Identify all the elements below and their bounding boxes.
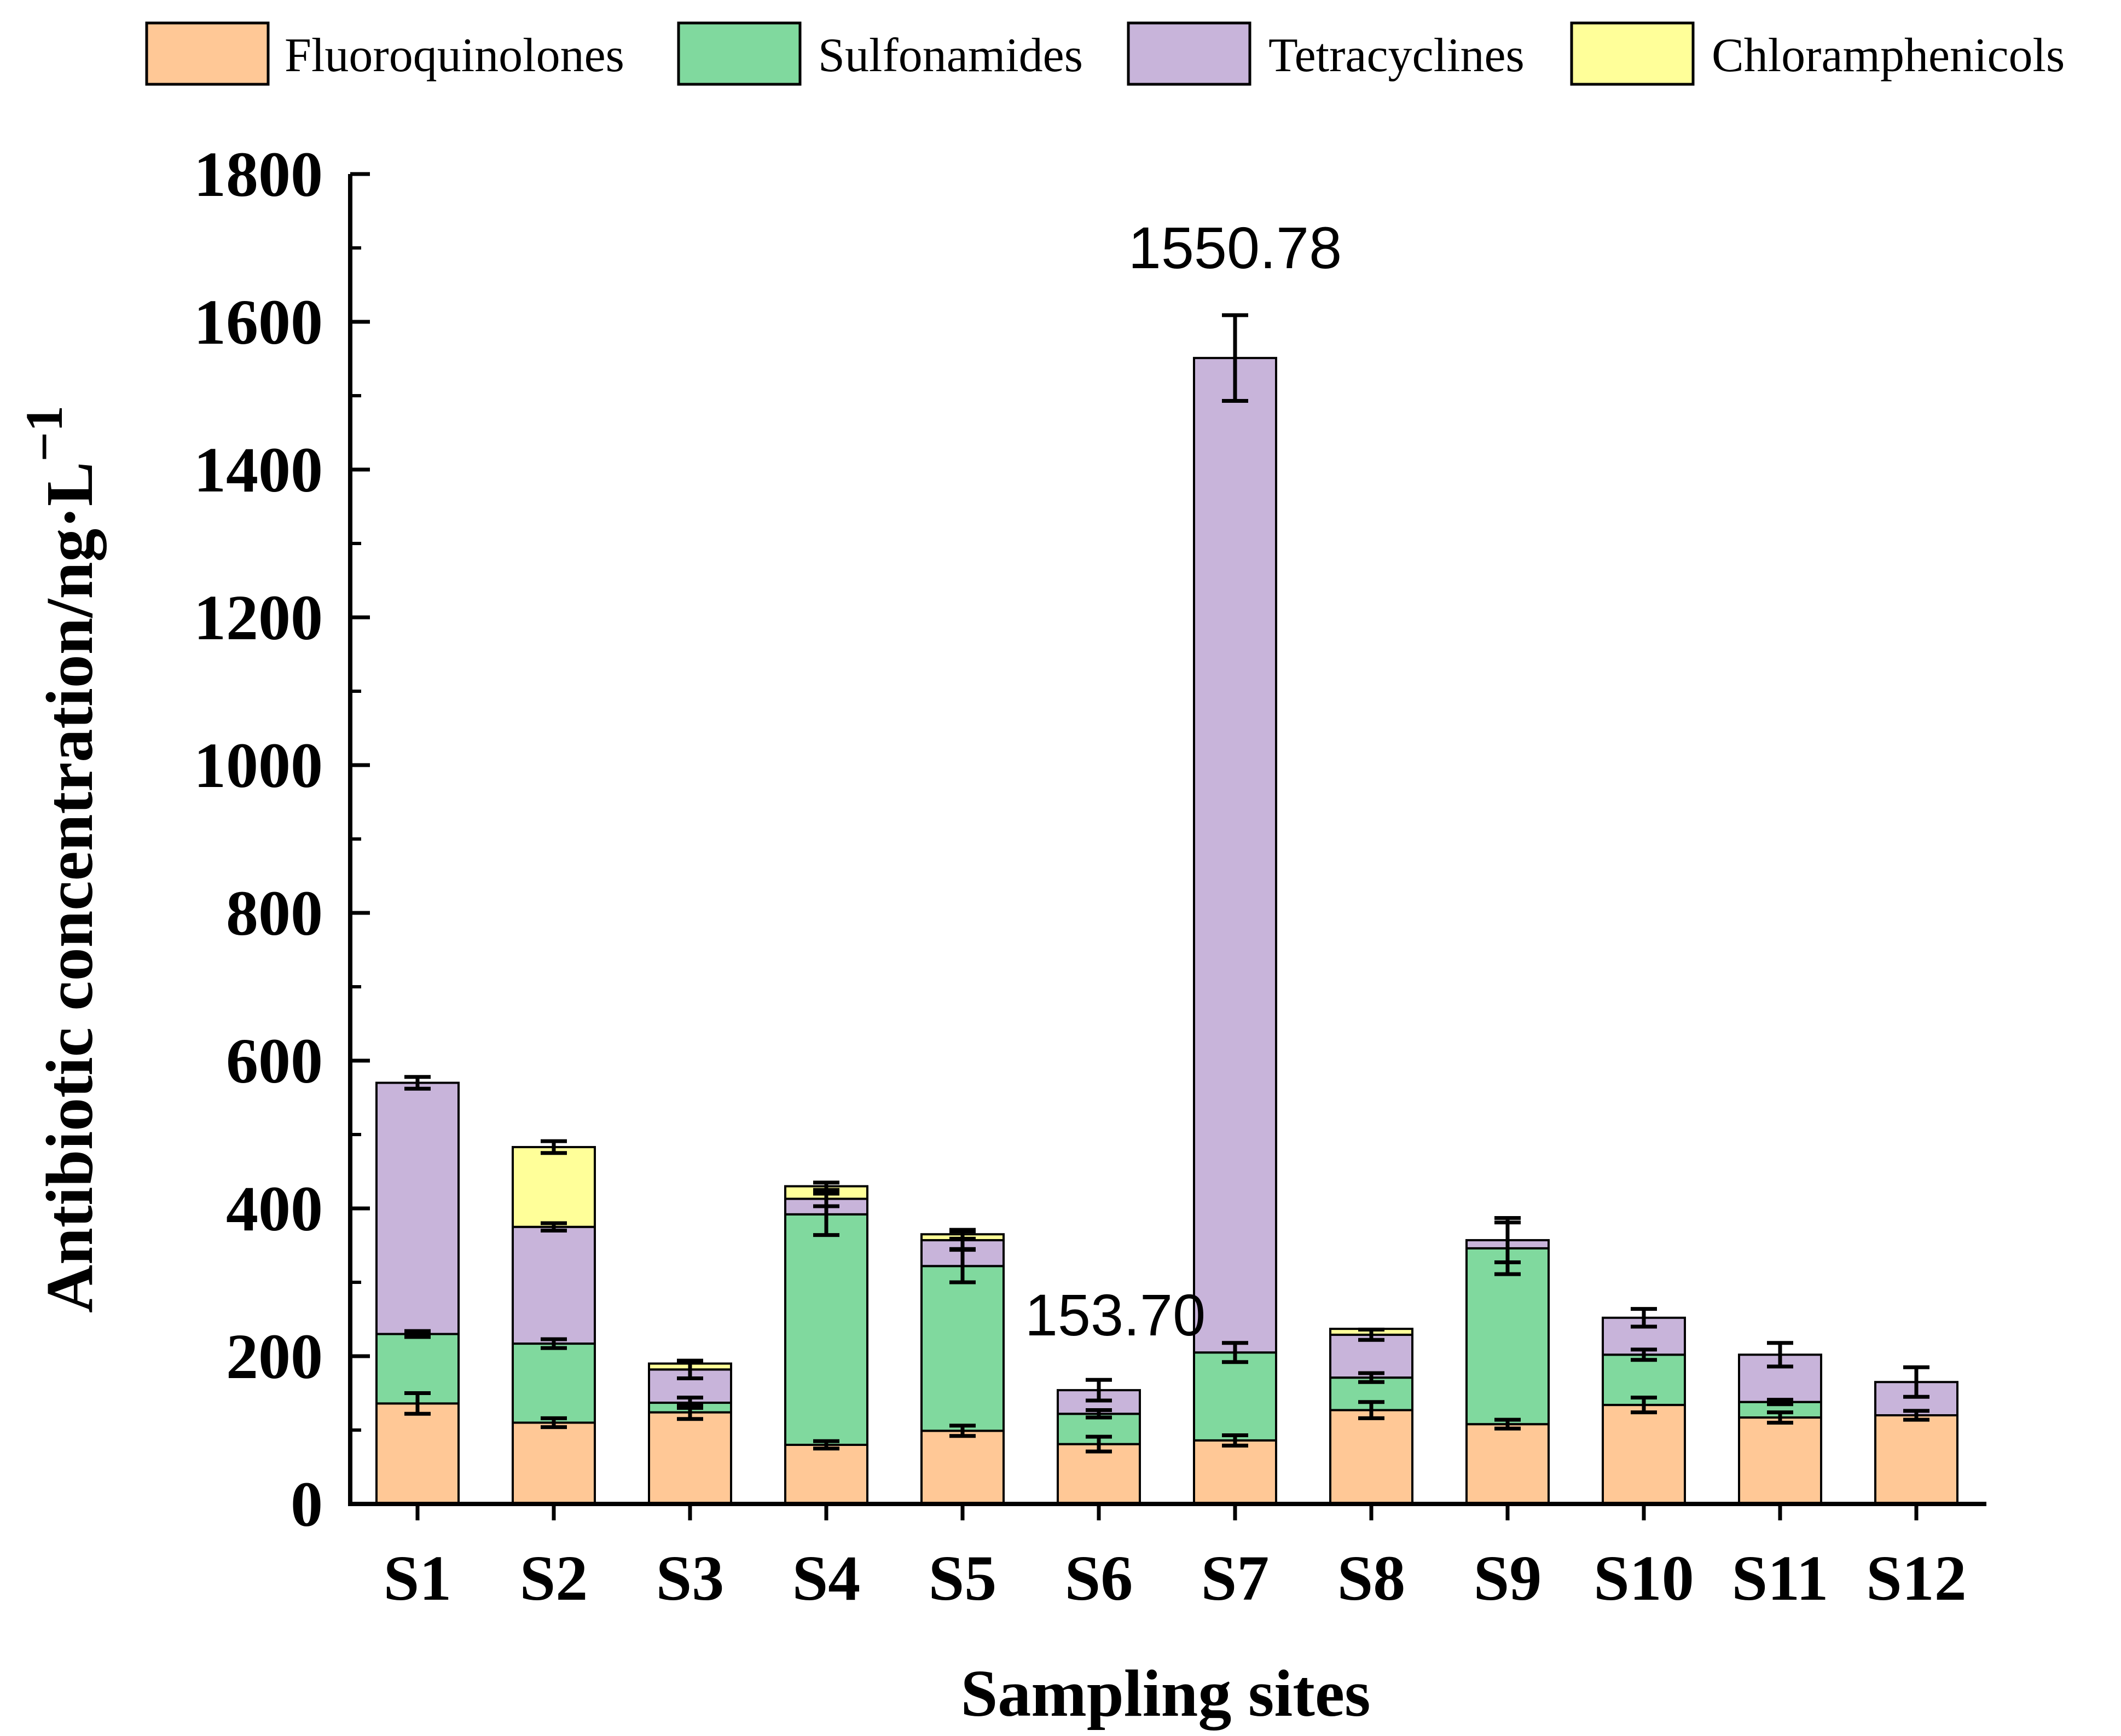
legend-label-tetracyclines: Tetracyclines [1268, 29, 1525, 82]
y-tick-label: 200 [226, 1321, 323, 1392]
y-ticks: 0 200 400 600 800 1000 1200 1400 1600 1800 [194, 138, 370, 1540]
bar-s1-tetracyclines [375, 1081, 460, 1335]
bar-s8-fluoroquinolones [1329, 1409, 1413, 1506]
x-tick-label: S10 [1593, 1542, 1694, 1614]
bar-s11-fluoroquinolones [1738, 1416, 1822, 1506]
y-axis-title-superscript: −1 [15, 406, 73, 462]
annotation-s7: 1550.78 [1128, 215, 1342, 281]
error-bars [404, 313, 1929, 1454]
legend-swatch-sulfonamides [677, 21, 802, 86]
x-tick-label: S9 [1474, 1542, 1542, 1614]
legend-swatch-chloramphenicols [1570, 21, 1695, 86]
x-tick-label: S1 [384, 1542, 452, 1614]
bar-s10-fluoroquinolones [1602, 1404, 1686, 1506]
legend-label-chloramphenicols: Chloramphenicols [1712, 29, 2065, 82]
bar-s12-fluoroquinolones [1874, 1414, 1958, 1505]
x-tick-label: S8 [1337, 1542, 1406, 1614]
x-tick-label: S5 [929, 1542, 997, 1614]
legend-swatch-fluoroquinolones [145, 21, 270, 86]
x-tick-label: S12 [1866, 1542, 1967, 1614]
bar-s4-sulfonamides [784, 1213, 868, 1446]
legend-swatch-tetracyclines [1127, 21, 1251, 86]
y-axis-title: Antibiotic concentration/ng·L−1 [15, 406, 107, 1313]
y-tick-label: 400 [226, 1173, 323, 1245]
y-tick-label: 0 [291, 1468, 323, 1540]
x-tick-label: S11 [1731, 1542, 1828, 1614]
bar-s3-fluoroquinolones [648, 1411, 732, 1506]
bar-s5-sulfonamides [920, 1265, 1005, 1432]
svg-text:Antibiotic concentration/ng·L−: Antibiotic concentration/ng·L−1 [15, 406, 107, 1313]
y-tick-label: 600 [226, 1025, 323, 1097]
x-tick-label: S4 [792, 1542, 861, 1614]
bar-s9-fluoroquinolones [1465, 1423, 1550, 1505]
y-tick-label: 1400 [194, 434, 323, 506]
annotation-s6: 153.70 [1025, 1282, 1206, 1348]
y-tick-label: 1000 [194, 730, 323, 801]
legend-label-sulfonamides: Sulfonamides [818, 29, 1083, 82]
y-tick-label: 1800 [194, 138, 323, 210]
bar-s7-tetracyclines [1193, 357, 1277, 1354]
y-tick-label: 1600 [194, 286, 323, 358]
x-tick-label: S3 [656, 1542, 725, 1614]
bar-s7-sulfonamides [1193, 1351, 1277, 1442]
bar-s5-fluoroquinolones [920, 1430, 1005, 1506]
x-axis-title: Sampling sites [960, 1657, 1370, 1731]
x-tick-label: S2 [520, 1542, 588, 1614]
bar-s2-tetracyclines [512, 1225, 596, 1345]
bars [375, 357, 1958, 1506]
bar-s2-fluoroquinolones [512, 1421, 596, 1505]
bar-s1-fluoroquinolones [375, 1402, 460, 1505]
x-tick-label: S7 [1201, 1542, 1270, 1614]
y-tick-label: 800 [226, 877, 323, 949]
bar-s2-chloramphenicols [512, 1145, 596, 1228]
bar-s6-fluoroquinolones [1057, 1443, 1141, 1505]
bar-s7-fluoroquinolones [1193, 1439, 1277, 1505]
legend-label-fluoroquinolones: Fluoroquinolones [285, 29, 624, 82]
bar-s8-tetracyclines [1329, 1333, 1413, 1379]
bar-s2-sulfonamides [512, 1342, 596, 1424]
x-tick-label: S6 [1065, 1542, 1133, 1614]
bar-s4-fluoroquinolones [784, 1444, 868, 1505]
y-tick-label: 1200 [194, 582, 323, 653]
x-ticks: S1 S2 S3 S4 S5 S6 S7 S8 S9 S10 S11 S12 [384, 1504, 1967, 1614]
y-axis-title-main: Antibiotic concentration/ng·L [33, 462, 107, 1313]
legend: Fluoroquinolones Sulfonamides Tetracycline… [145, 21, 2065, 86]
annotations: 1550.78 153.70 [1025, 215, 1342, 1348]
